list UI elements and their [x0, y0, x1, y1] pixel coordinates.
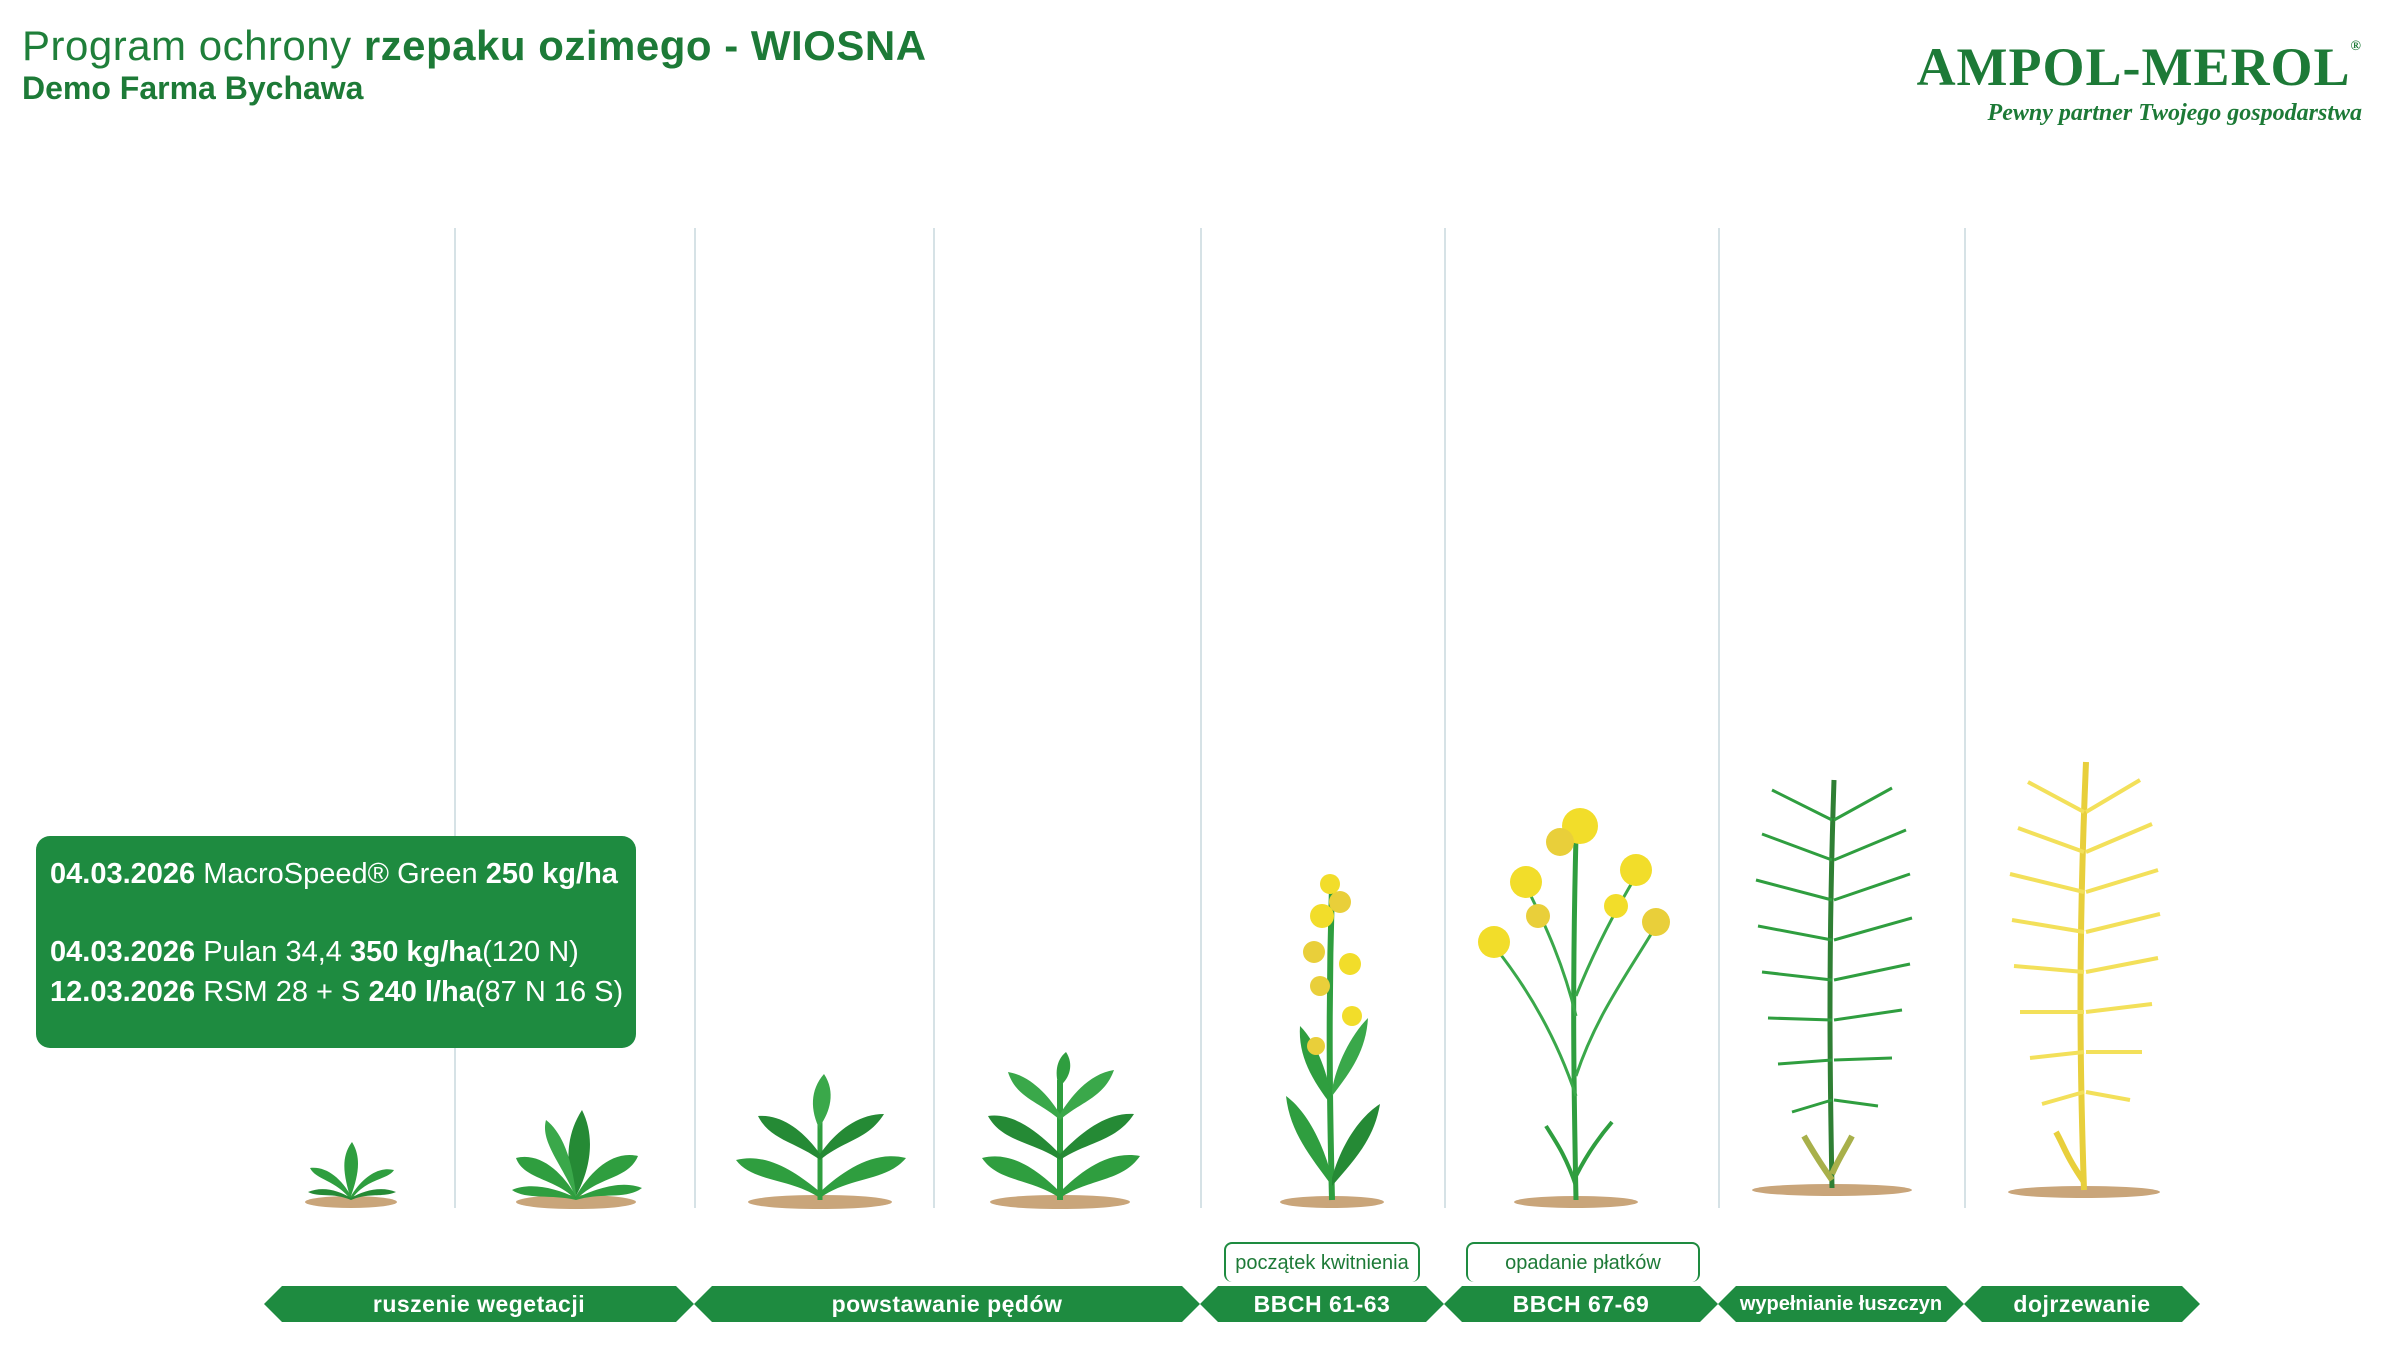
- column-divider: [694, 228, 696, 1208]
- rapeseed-pod-filling-illustration: [1752, 779, 1913, 1196]
- treatment-product: MacroSpeed® Green: [203, 858, 478, 890]
- rapeseed-rosette-small-illustration: [305, 1142, 397, 1208]
- treatment-row: 04.03.2026 Pulan 34,4 350 kg/ha(120 N): [50, 932, 636, 972]
- stage-label: BBCH 61-63: [1200, 1286, 1444, 1322]
- page-title: Program ochrony rzepaku ozimego - WIOSNA: [22, 22, 927, 70]
- treatment-info-box: 04.03.2026 MacroSpeed® Green 250 kg/ha 0…: [36, 836, 636, 1048]
- column-divider: [454, 228, 456, 1208]
- rapeseed-stem-growth-illustration: [982, 1052, 1140, 1209]
- rapeseed-stem-elongation-illustration: [736, 1074, 906, 1209]
- column-divider: [1444, 228, 1446, 1208]
- brand-logo: AMPOL-MEROL® Pewny partner Twojego gospo…: [1917, 40, 2362, 127]
- rapeseed-rosette-large-illustration: [512, 1110, 642, 1209]
- page-subtitle: Demo Farma Bychawa: [22, 70, 364, 106]
- rapeseed-flowering-end-illustration: [1478, 808, 1670, 1208]
- treatment-dose: 350 kg/ha: [349, 936, 483, 968]
- treatment-product: RSM 28 + S: [203, 976, 361, 1008]
- rapeseed-flowering-start-illustration: [1280, 874, 1384, 1208]
- brand-tagline: Pewny partner Twojego gospodarstwa: [1987, 100, 2362, 126]
- title-light: Program ochrony: [22, 22, 352, 69]
- stage-label: dojrzewanie: [1964, 1286, 2200, 1322]
- treatment-row: 12.03.2026 RSM 28 + S 240 l/ha(87 N 16 S…: [50, 972, 636, 1012]
- column-divider: [1200, 228, 1202, 1208]
- brand-registered: ®: [2350, 39, 2362, 54]
- rapeseed-ripening-illustration: [2008, 761, 2161, 1198]
- title-bold: rzepaku ozimego - WIOSNA: [363, 22, 927, 69]
- stage-label: wypełnianie łuszczyn: [1718, 1286, 1964, 1322]
- treatment-note: (120 N): [482, 936, 579, 968]
- treatment-dose: 250 kg/ha: [485, 858, 618, 890]
- column-divider: [1964, 228, 1966, 1208]
- treatment-row: 04.03.2026 MacroSpeed® Green 250 kg/ha: [50, 854, 636, 894]
- column-divider: [933, 228, 935, 1208]
- stage-top-label: opadanie płatków: [1466, 1242, 1700, 1282]
- stage-top-label: początek kwitnienia: [1224, 1242, 1420, 1282]
- treatment-product: Pulan 34,4: [203, 936, 342, 968]
- column-divider: [1718, 228, 1720, 1208]
- treatment-date: 12.03.2026: [50, 976, 196, 1008]
- stage-label: BBCH 67-69: [1444, 1286, 1718, 1322]
- treatment-date: 04.03.2026: [50, 936, 196, 968]
- stage-label: powstawanie pędów: [694, 1286, 1200, 1322]
- treatment-date: 04.03.2026: [50, 858, 196, 890]
- treatment-note: (87 N 16 S): [474, 976, 624, 1008]
- stage-label: ruszenie wegetacji: [264, 1286, 694, 1322]
- treatment-dose: 240 l/ha: [368, 976, 475, 1008]
- brand-name: AMPOL-MEROL: [1916, 37, 2351, 97]
